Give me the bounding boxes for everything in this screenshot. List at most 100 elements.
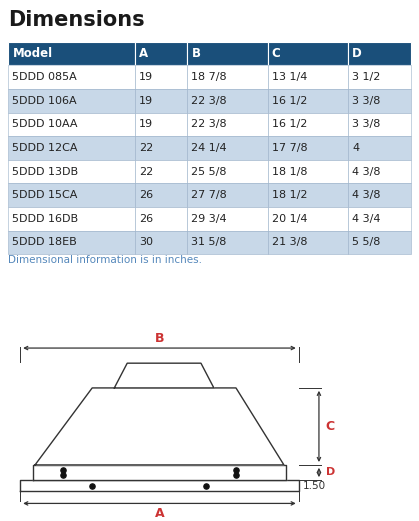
Bar <box>135 113 187 136</box>
Text: 13 1/4: 13 1/4 <box>272 72 307 82</box>
Bar <box>8 207 135 231</box>
Text: Model: Model <box>13 47 52 60</box>
Text: 29 3/4: 29 3/4 <box>191 214 227 224</box>
Text: 31 5/8: 31 5/8 <box>191 238 227 247</box>
Polygon shape <box>114 363 214 388</box>
Bar <box>135 65 187 89</box>
Text: 5DDD 12CA: 5DDD 12CA <box>13 143 78 153</box>
Bar <box>348 113 411 136</box>
Text: D: D <box>326 467 335 477</box>
Bar <box>268 42 348 65</box>
Polygon shape <box>35 388 284 465</box>
Text: B: B <box>191 47 200 60</box>
Text: A: A <box>155 507 164 520</box>
Bar <box>187 89 268 113</box>
Bar <box>268 89 348 113</box>
Text: 4 3/8: 4 3/8 <box>352 167 381 177</box>
Text: 16 1/2: 16 1/2 <box>272 119 307 129</box>
Bar <box>348 42 411 65</box>
Bar <box>187 136 268 160</box>
Point <box>89 481 96 490</box>
Bar <box>8 160 135 183</box>
Text: 21 3/8: 21 3/8 <box>272 238 308 247</box>
Text: 4 3/4: 4 3/4 <box>352 214 381 224</box>
Text: Dimensions: Dimensions <box>8 10 145 30</box>
Bar <box>348 65 411 89</box>
Polygon shape <box>33 465 286 480</box>
Polygon shape <box>20 480 299 491</box>
Bar <box>348 136 411 160</box>
Bar <box>268 207 348 231</box>
Bar <box>135 160 187 183</box>
Text: 22: 22 <box>139 143 153 153</box>
Text: D: D <box>352 47 362 60</box>
Bar <box>8 42 135 65</box>
Point <box>203 481 210 490</box>
Text: 1.50: 1.50 <box>303 480 326 491</box>
Text: 22: 22 <box>139 167 153 177</box>
Bar <box>8 113 135 136</box>
Text: 22 3/8: 22 3/8 <box>191 96 227 106</box>
Bar <box>187 183 268 207</box>
Bar <box>8 183 135 207</box>
Text: 5DDD 106A: 5DDD 106A <box>13 96 77 106</box>
Bar <box>187 65 268 89</box>
Text: 26: 26 <box>139 214 153 224</box>
Text: 5DDD 15CA: 5DDD 15CA <box>13 190 78 200</box>
Text: 3 3/8: 3 3/8 <box>352 96 381 106</box>
Bar <box>135 136 187 160</box>
Bar <box>187 207 268 231</box>
Text: 5 5/8: 5 5/8 <box>352 238 381 247</box>
Text: 19: 19 <box>139 119 153 129</box>
Bar <box>135 42 187 65</box>
Bar <box>348 231 411 254</box>
Point <box>233 465 239 474</box>
Bar <box>135 89 187 113</box>
Bar <box>187 231 268 254</box>
Bar <box>268 160 348 183</box>
Text: 25 5/8: 25 5/8 <box>191 167 227 177</box>
Bar <box>8 65 135 89</box>
Point <box>59 471 66 479</box>
Bar <box>8 136 135 160</box>
Text: C: C <box>326 420 335 433</box>
Point <box>59 465 66 474</box>
Text: 3 3/8: 3 3/8 <box>352 119 381 129</box>
Text: 19: 19 <box>139 96 153 106</box>
Bar <box>348 89 411 113</box>
Bar <box>8 231 135 254</box>
Bar <box>135 207 187 231</box>
Text: 17 7/8: 17 7/8 <box>272 143 308 153</box>
Bar <box>187 42 268 65</box>
Bar <box>135 183 187 207</box>
Bar <box>187 113 268 136</box>
Text: 27 7/8: 27 7/8 <box>191 190 227 200</box>
Bar <box>348 160 411 183</box>
Bar <box>268 113 348 136</box>
Text: Dimensional information is in inches.: Dimensional information is in inches. <box>8 255 202 265</box>
Text: 5DDD 18EB: 5DDD 18EB <box>13 238 77 247</box>
Text: 4 3/8: 4 3/8 <box>352 190 381 200</box>
Text: 24 1/4: 24 1/4 <box>191 143 227 153</box>
Text: 30: 30 <box>139 238 153 247</box>
Text: 5DDD 16DB: 5DDD 16DB <box>13 214 78 224</box>
Bar <box>135 231 187 254</box>
Text: 26: 26 <box>139 190 153 200</box>
Text: C: C <box>272 47 281 60</box>
Bar <box>268 183 348 207</box>
Text: 18 1/8: 18 1/8 <box>272 167 308 177</box>
Bar <box>348 207 411 231</box>
Text: A: A <box>139 47 148 60</box>
Text: 16 1/2: 16 1/2 <box>272 96 307 106</box>
Bar <box>187 160 268 183</box>
Text: B: B <box>155 332 164 345</box>
Text: 4: 4 <box>352 143 360 153</box>
Text: 5DDD 13DB: 5DDD 13DB <box>13 167 78 177</box>
Text: 18 1/2: 18 1/2 <box>272 190 308 200</box>
Bar <box>268 136 348 160</box>
Bar <box>8 89 135 113</box>
Text: 3 1/2: 3 1/2 <box>352 72 381 82</box>
Bar <box>348 183 411 207</box>
Bar <box>268 231 348 254</box>
Text: 5DDD 10AA: 5DDD 10AA <box>13 119 78 129</box>
